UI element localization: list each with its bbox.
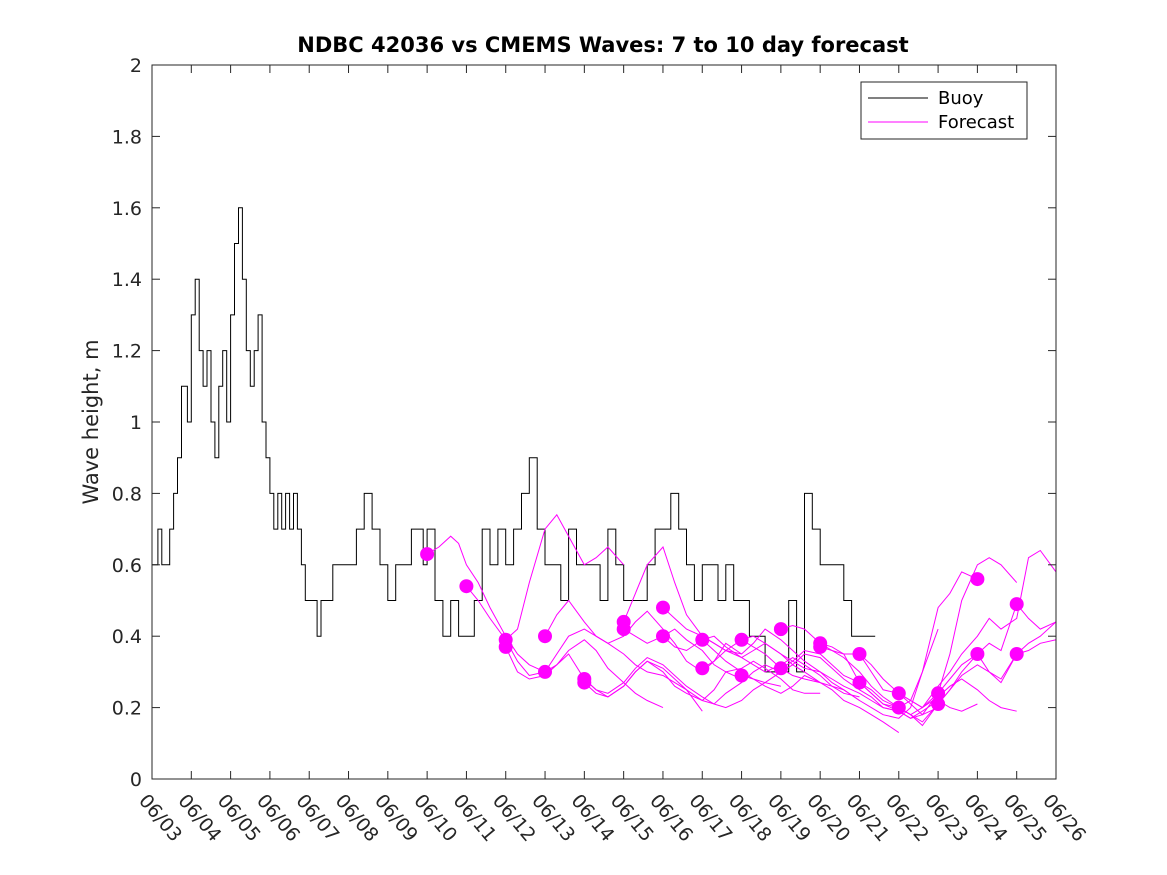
forecast-series-line-1	[426, 535, 546, 673]
forecast-start-marker	[695, 632, 710, 647]
x-tick-label: 06/14	[567, 790, 619, 846]
legend-box	[860, 81, 1028, 140]
x-tick-label: 06/06	[252, 790, 304, 846]
x-tick-label: 06/22	[881, 790, 933, 846]
x-tick-label: 06/20	[802, 790, 854, 846]
x-tick-label: 06/03	[134, 790, 186, 846]
forecast-start-marker	[773, 661, 788, 676]
forecast-series-line-4	[505, 639, 664, 709]
x-tick-label: 06/25	[999, 790, 1051, 846]
x-tick-label: 06/11	[449, 790, 501, 846]
y-tick-label: 0.4	[112, 626, 142, 648]
forecast-start-marker	[498, 639, 513, 654]
legend-forecast-label: Forecast	[938, 112, 1014, 133]
y-tick-label: 1	[130, 412, 142, 434]
forecast-series-line-13	[701, 639, 900, 734]
y-tick-label: 0.6	[112, 555, 142, 577]
y-axis: 0 0.2 0.4 0.6 0.8 1 1.2 1.4 1.6 1.8 2	[112, 55, 1056, 791]
y-tick-label: 1.2	[112, 341, 142, 363]
y-tick-label: 1.8	[112, 126, 142, 148]
legend-buoy-label: Buoy	[938, 88, 984, 109]
forecast-series-line-2	[466, 513, 625, 641]
forecast-start-marker	[538, 664, 552, 679]
forecast-start-marker	[852, 647, 867, 661]
x-tick-label: 06/13	[527, 790, 579, 846]
forecast-start-marker	[695, 661, 710, 676]
forecast-start-marker	[970, 572, 985, 587]
x-axis: 06/0306/0406/0506/0606/0706/0806/0906/10…	[134, 65, 1090, 846]
legend: Buoy Forecast	[860, 81, 1028, 140]
forecast-series-line-24	[898, 639, 1057, 727]
y-tick-label: 0	[130, 769, 142, 791]
x-tick-label: 06/10	[409, 790, 461, 846]
forecast-series-line-20	[820, 646, 1017, 716]
x-tick-label: 06/08	[331, 790, 383, 846]
forecast-series-line-15	[741, 628, 939, 719]
y-tick-label: 0.8	[112, 483, 142, 505]
forecast-start-marker	[459, 579, 474, 594]
x-tick-label: 06/15	[606, 790, 658, 846]
forecast-start-marker	[891, 686, 906, 701]
forecast-start-marker	[538, 629, 552, 644]
forecast-start-marker	[852, 675, 867, 690]
x-tick-label: 06/07	[291, 790, 343, 846]
y-tick-label: 1.4	[112, 269, 142, 291]
y-tick-label: 0.2	[112, 698, 142, 720]
x-tick-label: 06/21	[842, 790, 894, 846]
forecast-start-marker	[734, 668, 749, 683]
forecast-series-line-17	[780, 571, 978, 709]
forecast-series-line-21	[859, 549, 1057, 709]
x-tick-label: 06/16	[645, 790, 697, 846]
forecast-start-marker	[813, 639, 828, 654]
forecast-series-line-12	[662, 635, 860, 698]
y-tick-label: 2	[130, 55, 142, 77]
forecast-start-marker	[891, 700, 906, 715]
chart-title: NDBC 42036 vs CMEMS Waves: 7 to 10 day f…	[297, 33, 908, 57]
x-tick-label: 06/18	[724, 790, 776, 846]
forecast-series-line-16	[741, 653, 939, 719]
x-tick-label: 06/19	[763, 790, 815, 846]
plot-area	[152, 207, 1057, 734]
x-tick-label: 06/09	[370, 790, 422, 846]
forecast-series-line-11	[662, 607, 860, 701]
buoy-series-line	[152, 207, 876, 673]
forecast-start-marker	[931, 686, 946, 701]
axes-box	[151, 64, 1057, 780]
forecast-start-marker	[773, 622, 788, 637]
x-tick-label: 06/05	[213, 790, 265, 846]
forecast-start-marker	[577, 672, 592, 686]
x-tick-label: 06/17	[684, 790, 736, 846]
forecast-start-marker	[616, 622, 631, 637]
forecast-start-marker	[420, 547, 435, 562]
x-tick-label: 06/24	[960, 790, 1012, 846]
forecast-series-line-22	[859, 621, 1057, 723]
x-tick-label: 06/12	[488, 790, 540, 846]
forecast-start-marker	[656, 629, 670, 644]
forecast-start-marker	[931, 697, 946, 711]
forecast-start-marker	[656, 600, 670, 615]
y-axis-label: Wave height, m	[79, 339, 103, 504]
y-tick-label: 1.6	[112, 198, 142, 220]
forecast-start-marker	[970, 647, 985, 661]
forecast-start-marker	[1009, 597, 1024, 612]
x-tick-label: 06/23	[920, 790, 972, 846]
forecast-start-marker	[734, 632, 749, 647]
forecast-series-line-10	[623, 628, 821, 694]
forecast-series-line-14	[702, 635, 899, 712]
x-tick-label: 06/26	[1038, 790, 1090, 846]
x-tick-label: 06/04	[173, 790, 225, 846]
forecast-series-line-8	[583, 657, 782, 709]
forecast-start-marker	[1009, 647, 1024, 661]
